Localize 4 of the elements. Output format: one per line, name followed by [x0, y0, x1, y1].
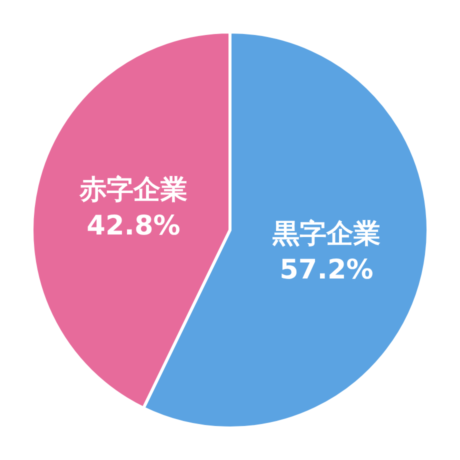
- data-label: 42.8%: [86, 210, 180, 242]
- slice-label: 赤字企業: [78, 174, 188, 206]
- data-label: 57.2%: [280, 254, 374, 286]
- slice-label: 黒字企業: [271, 218, 380, 250]
